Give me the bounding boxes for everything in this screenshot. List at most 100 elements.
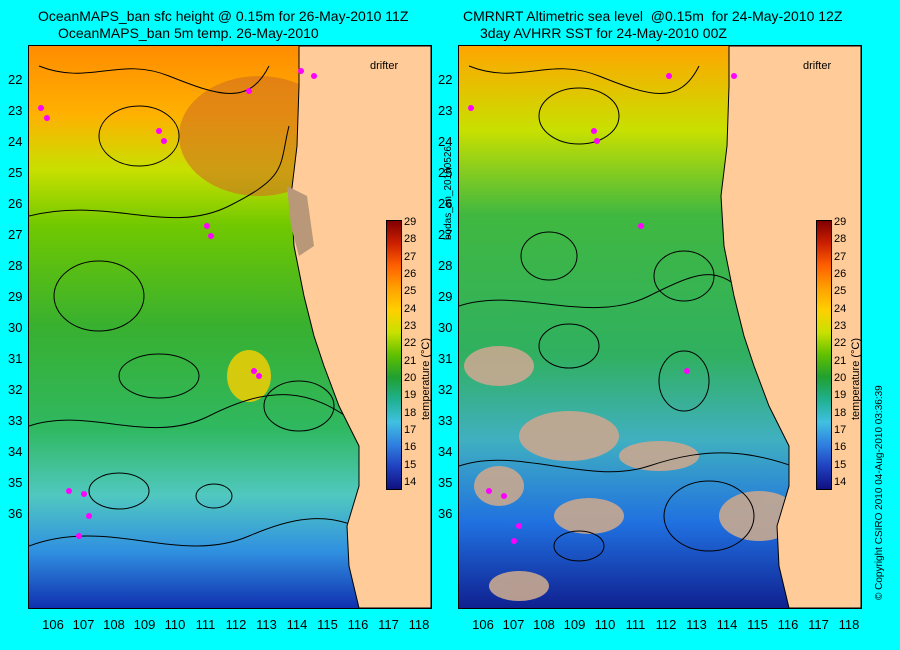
colorbar-tick: 16 — [404, 441, 417, 454]
latitude-label: 25 — [438, 165, 453, 180]
colorbar-tick: 14 — [404, 476, 417, 488]
right-title-line1: CMRNRT Altimetric sea level @0.15m for 2… — [463, 8, 843, 24]
latitude-label: 27 — [438, 227, 453, 242]
colorbar-tick: 20 — [834, 372, 847, 384]
longitude-label: 107 — [502, 617, 525, 632]
longitude-label: 115 — [317, 617, 338, 632]
longitude-label: 108 — [533, 617, 555, 632]
longitude-label: 118 — [408, 617, 430, 632]
colorbar-tick: 22 — [404, 337, 417, 350]
longitude-label: 109 — [563, 617, 586, 632]
colorbar-tick: 19 — [834, 389, 847, 402]
longitude-label: 115 — [747, 617, 768, 632]
latitude-label: 27 — [8, 227, 23, 242]
longitude-label: 114 — [286, 617, 308, 632]
latitude-label: 28 — [8, 258, 23, 273]
run-id-text: bodas_an_20100526 — [443, 146, 454, 240]
right-map-panel — [458, 45, 862, 609]
latitude-label: 31 — [438, 351, 453, 366]
colorbar-tick: 26 — [834, 268, 847, 280]
latitude-label: 31 — [8, 351, 23, 366]
colorbar-tick: 22 — [834, 337, 847, 350]
right-title-line2: 3day AVHRR SST for 24-May-2010 00Z — [480, 25, 727, 41]
latitude-label: 35 — [438, 475, 453, 490]
longitude-label: 113 — [256, 617, 277, 632]
latitude-label: 34 — [438, 444, 453, 459]
latitude-label: 24 — [438, 134, 453, 149]
colorbar-tick: 24 — [404, 302, 417, 315]
longitude-label: 114 — [716, 617, 738, 632]
delta — [287, 186, 314, 256]
colorbar-tick: 18 — [404, 406, 417, 419]
latitude-label: 26 — [8, 196, 23, 211]
right-colorbar — [816, 220, 832, 490]
latitude-label: 36 — [8, 506, 23, 521]
colorbar-tick: 29 — [834, 216, 847, 228]
drifter-tracks — [38, 68, 317, 539]
longitude-label: 109 — [133, 617, 156, 632]
colorbar-tick: 29 — [404, 216, 417, 228]
colorbar-tick: 17 — [404, 424, 417, 436]
latitude-label: 32 — [8, 382, 23, 397]
longitude-label: 108 — [103, 617, 125, 632]
latitude-label: 23 — [8, 103, 23, 118]
left-colorbar-label: temperature (°C) — [420, 337, 432, 420]
latitude-label: 29 — [8, 289, 23, 304]
colorbar-tick: 28 — [834, 233, 847, 246]
latitude-label: 36 — [438, 506, 453, 521]
latitude-label: 22 — [438, 72, 453, 87]
right-drifter-label: drifter — [803, 60, 832, 72]
colorbar-tick: 24 — [834, 302, 847, 315]
colorbar-tick: 15 — [404, 458, 417, 471]
colorbar-tick: 20 — [404, 372, 417, 384]
longitude-label: 112 — [225, 617, 247, 632]
latitude-label: 29 — [438, 289, 453, 304]
longitude-label: 110 — [164, 617, 186, 632]
colorbar-tick: 25 — [404, 285, 417, 298]
colorbar-tick: 28 — [404, 233, 417, 246]
longitude-label: 116 — [777, 617, 799, 632]
longitude-label: 106 — [472, 617, 494, 632]
latitude-label: 33 — [438, 413, 453, 428]
colorbar-tick: 23 — [404, 320, 417, 332]
cloud-masked-areas — [464, 346, 799, 601]
colorbar-tick: 21 — [404, 354, 417, 367]
latitude-label: 34 — [8, 444, 23, 459]
left-drifter-label: drifter — [370, 60, 399, 72]
right-colorbar-label: temperature (°C) — [850, 337, 862, 420]
latitude-label: 28 — [438, 258, 453, 273]
left-map-svg — [29, 46, 431, 608]
longitude-label: 111 — [625, 617, 646, 632]
longitude-label: 110 — [594, 617, 616, 632]
longitude-label: 111 — [195, 617, 216, 632]
longitude-label: 106 — [42, 617, 64, 632]
colorbar-tick: 27 — [404, 250, 417, 263]
colorbar-tick: 14 — [834, 476, 847, 488]
colorbar-tick: 17 — [834, 424, 847, 436]
colorbar-tick: 26 — [404, 268, 417, 280]
colorbar-tick: 18 — [834, 406, 847, 419]
latitude-label: 25 — [8, 165, 23, 180]
colorbar-tick: 16 — [834, 441, 847, 454]
left-title-line2: OceanMAPS_ban 5m temp. 26-May-2010 — [58, 25, 319, 41]
colorbar-tick: 15 — [834, 458, 847, 471]
warm-eddy — [227, 350, 271, 402]
latitude-label: 32 — [438, 382, 453, 397]
longitude-label: 118 — [838, 617, 860, 632]
latitude-label: 30 — [8, 320, 23, 335]
colorbar-tick: 21 — [834, 354, 847, 367]
copyright-text: © Copyright CSIRO 2010 04-Aug-2010 03:36… — [874, 385, 885, 600]
longitude-label: 112 — [655, 617, 677, 632]
colorbar-tick: 23 — [834, 320, 847, 332]
latitude-label: 26 — [438, 196, 453, 211]
longitude-label: 116 — [347, 617, 369, 632]
latitude-label: 23 — [438, 103, 453, 118]
latitude-label: 30 — [438, 320, 453, 335]
colorbar-tick: 25 — [834, 285, 847, 298]
longitude-label: 113 — [686, 617, 707, 632]
drifter-tracks — [468, 73, 737, 544]
left-title-line1: OceanMAPS_ban sfc height @ 0.15m for 26-… — [38, 8, 409, 24]
latitude-label: 22 — [8, 72, 23, 87]
colorbar-tick: 27 — [834, 250, 847, 263]
longitude-label: 117 — [808, 617, 829, 632]
